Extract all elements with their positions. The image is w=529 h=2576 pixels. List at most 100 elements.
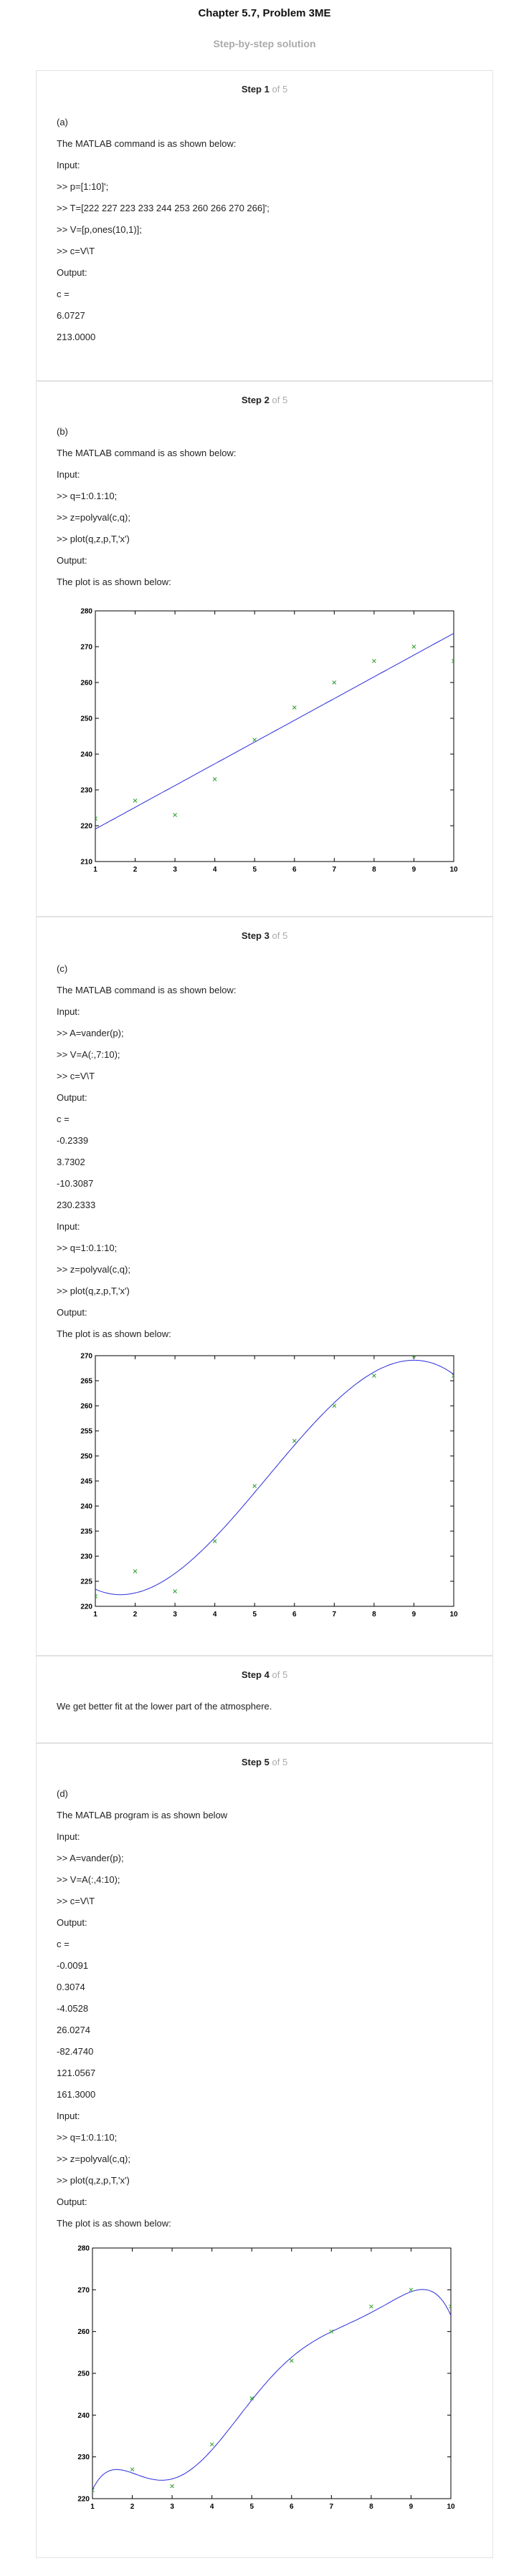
step-header: Step 5 of 5 [241, 1757, 288, 1767]
plot-area [95, 1355, 454, 1607]
output-line: -82.4740 [57, 2046, 94, 2057]
step-text-line: The MATLAB command is as shown below: [57, 448, 237, 458]
step-text-line: The MATLAB command is as shown below: [57, 138, 237, 149]
output-line: 3.7302 [57, 1157, 85, 1167]
step-text-line: Input: [57, 1221, 80, 1232]
step-text-line: The plot is as shown below: [57, 1328, 171, 1339]
fit-curve [95, 1359, 454, 1596]
data-point-marker [372, 659, 376, 663]
output-line: c = [57, 1114, 70, 1124]
code-line: >> q=1:0.1:10; [57, 1243, 118, 1253]
x-tick-label: 6 [292, 1611, 297, 1619]
code-line: >> q=1:0.1:10; [57, 491, 118, 501]
y-tick-label: 240 [80, 1503, 92, 1511]
step-card-3: Step 3 of 5 (c) The MATLAB command is as… [36, 917, 493, 1656]
output-line: -4.0528 [57, 2003, 89, 2014]
data-point-marker [292, 705, 297, 710]
x-tick-label: 7 [333, 866, 337, 874]
step-card-4: Step 4 of 5 We get better fit at the low… [36, 1656, 493, 1743]
step-header: Step 3 of 5 [241, 930, 288, 941]
y-tick-label: 235 [80, 1528, 92, 1536]
x-tick-label: 9 [412, 866, 416, 874]
step-text-line: Input: [57, 1831, 80, 1842]
x-tick-label: 3 [173, 1611, 177, 1619]
data-point-marker [449, 2304, 451, 2309]
y-tick-label: 255 [80, 1428, 92, 1436]
data-point-marker [133, 799, 138, 803]
output-line: 230.2333 [57, 1200, 96, 1210]
x-tick-label: 5 [252, 1611, 257, 1619]
x-tick-label: 8 [369, 2503, 373, 2511]
x-tick-label: 4 [213, 866, 217, 874]
x-tick-label: 2 [133, 866, 138, 874]
y-tick-label: 210 [80, 859, 92, 867]
data-point-marker [292, 1439, 297, 1443]
y-tick-label: 265 [80, 1378, 92, 1386]
code-line: >> q=1:0.1:10; [57, 2132, 118, 2143]
step-text-line: The MATLAB program is as shown below [57, 1810, 228, 1820]
x-tick-label: 3 [173, 866, 177, 874]
step-header: Step 4 of 5 [241, 1669, 288, 1680]
code-line: >> plot(q,z,p,T,'x') [57, 2175, 130, 2186]
output-line: -0.2339 [57, 1135, 89, 1146]
y-tick-label: 270 [80, 1353, 92, 1361]
output-line: -0.0091 [57, 1960, 89, 1971]
code-line: >> V=A(:,7:10); [57, 1049, 120, 1060]
plot-area [92, 2247, 452, 2499]
step-text-line: (d) [57, 1788, 68, 1799]
code-line: >> plot(q,z,p,T,'x') [57, 534, 130, 544]
data-point-marker [252, 1484, 257, 1488]
x-tick-label: 8 [372, 1611, 376, 1619]
y-tick-label: 230 [77, 2454, 90, 2461]
data-point-marker [411, 1356, 416, 1358]
output-line: c = [57, 1939, 70, 1949]
step-card-5: Step 5 of 5 (d) The MATLAB program is as… [36, 1743, 493, 2558]
x-tick-label: 10 [449, 1611, 458, 1619]
step-text-line: Output: [57, 1307, 87, 1318]
code-line: >> plot(q,z,p,T,'x') [57, 1285, 130, 1296]
output-line: 213.0000 [57, 332, 96, 342]
y-tick-label: 250 [77, 2370, 90, 2378]
plot-area [95, 610, 454, 862]
y-tick-label: 230 [80, 1553, 92, 1561]
x-tick-label: 8 [372, 866, 376, 874]
x-tick-label: 6 [290, 2503, 294, 2511]
step-text-line: Input: [57, 1006, 80, 1017]
plot-series-group [95, 1356, 454, 1598]
output-line: 6.0727 [57, 310, 85, 321]
data-point-marker [289, 2358, 294, 2363]
x-tick-label: 5 [252, 866, 257, 874]
y-tick-label: 260 [80, 680, 92, 688]
y-tick-label: 230 [80, 787, 92, 795]
step-text-line: Input: [57, 160, 80, 170]
page-subtitle: Step-by-step solution [213, 38, 316, 49]
data-point-marker [332, 1404, 337, 1408]
code-line: >> z=polyval(c,q); [57, 512, 130, 523]
output-line: -10.3087 [57, 1178, 94, 1189]
data-point-marker [170, 2484, 174, 2489]
step-card-1: Step 1 of 5 (a) The MATLAB command is as… [36, 70, 493, 381]
code-line: >> z=polyval(c,q); [57, 1264, 130, 1275]
output-line: 26.0274 [57, 2025, 90, 2035]
data-point-marker [409, 2287, 414, 2292]
data-point-marker [411, 645, 416, 649]
x-tick-label: 7 [330, 2503, 334, 2511]
data-point-marker [452, 659, 454, 663]
x-tick-label: 10 [449, 866, 458, 874]
x-tick-label: 6 [292, 866, 297, 874]
data-point-marker [249, 2396, 254, 2401]
code-line: >> z=polyval(c,q); [57, 2153, 130, 2164]
plot-sixth-order-fit: 1 2 3 4 5 6 7 8 9 10 220 230 240 250 260 270 280 [77, 2245, 455, 2512]
code-line: >> T=[222 227 223 233 244 253 260 266 27… [57, 203, 270, 213]
y-tick-label: 245 [80, 1478, 92, 1486]
x-tick-label: 5 [249, 2503, 254, 2511]
code-line: >> A=vander(p); [57, 1853, 124, 1863]
step-header: Step 2 of 5 [241, 395, 288, 405]
step-text-line: We get better fit at the lower part of t… [57, 1701, 272, 1712]
output-line: 121.0567 [57, 2068, 96, 2078]
step-text-line: Output: [57, 555, 87, 566]
x-tick-label: 1 [90, 2503, 95, 2511]
fit-curve [95, 632, 454, 830]
output-line: c = [57, 289, 70, 299]
